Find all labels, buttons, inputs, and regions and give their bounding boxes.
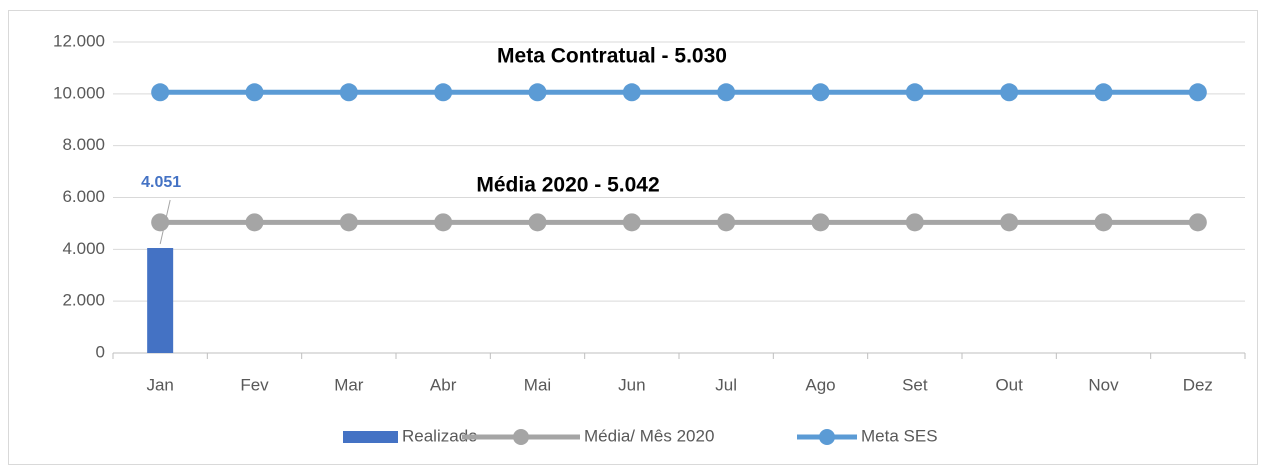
marker xyxy=(434,213,453,232)
bar xyxy=(147,248,174,353)
x-tick-label: Jun xyxy=(618,375,645,394)
marker xyxy=(811,213,830,232)
legend-label: Meta SES xyxy=(861,426,938,445)
x-tick-label: Abr xyxy=(430,375,457,394)
x-tick-label: Nov xyxy=(1088,375,1119,394)
marker xyxy=(528,213,547,232)
legend-label: Realizado xyxy=(402,426,478,445)
marker xyxy=(245,213,264,232)
y-tick-label: 4.000 xyxy=(62,239,105,258)
marker xyxy=(151,213,170,232)
y-tick-label: 10.000 xyxy=(53,83,105,102)
legend-label: Média/ Mês 2020 xyxy=(584,426,714,445)
annotation: Média 2020 - 5.042 xyxy=(476,174,659,197)
marker xyxy=(339,83,358,102)
annotation: Meta Contratual - 5.030 xyxy=(497,45,727,68)
chart-border xyxy=(8,10,1258,465)
marker xyxy=(1188,213,1207,232)
x-tick-label: Jan xyxy=(146,375,173,394)
y-tick-label: 6.000 xyxy=(62,187,105,206)
y-tick-label: 0 xyxy=(96,342,105,361)
marker xyxy=(905,83,924,102)
marker xyxy=(622,83,641,102)
x-tick-label: Dez xyxy=(1183,375,1213,394)
marker xyxy=(245,83,264,102)
x-tick-label: Fev xyxy=(240,375,269,394)
marker xyxy=(1188,83,1207,102)
x-tick-label: Set xyxy=(902,375,928,394)
marker xyxy=(717,83,736,102)
marker xyxy=(905,213,924,232)
legend-marker xyxy=(819,429,835,445)
marker xyxy=(1094,83,1113,102)
marker xyxy=(622,213,641,232)
marker xyxy=(528,83,547,102)
x-tick-label: Mar xyxy=(334,375,364,394)
y-tick-label: 2.000 xyxy=(62,291,105,310)
x-tick-label: Out xyxy=(995,375,1023,394)
x-tick-label: Ago xyxy=(805,375,835,394)
data-label: 4.051 xyxy=(141,174,181,191)
legend-swatch xyxy=(343,431,398,443)
x-tick-label: Jul xyxy=(715,375,737,394)
y-tick-label: 12.000 xyxy=(53,31,105,50)
legend-marker xyxy=(513,429,529,445)
marker xyxy=(1000,213,1019,232)
x-tick-label: Mai xyxy=(524,375,551,394)
marker xyxy=(811,83,830,102)
marker xyxy=(1000,83,1019,102)
y-tick-label: 8.000 xyxy=(62,135,105,154)
marker xyxy=(434,83,453,102)
marker xyxy=(339,213,358,232)
marker xyxy=(151,83,170,102)
marker xyxy=(1094,213,1113,232)
marker xyxy=(717,213,736,232)
